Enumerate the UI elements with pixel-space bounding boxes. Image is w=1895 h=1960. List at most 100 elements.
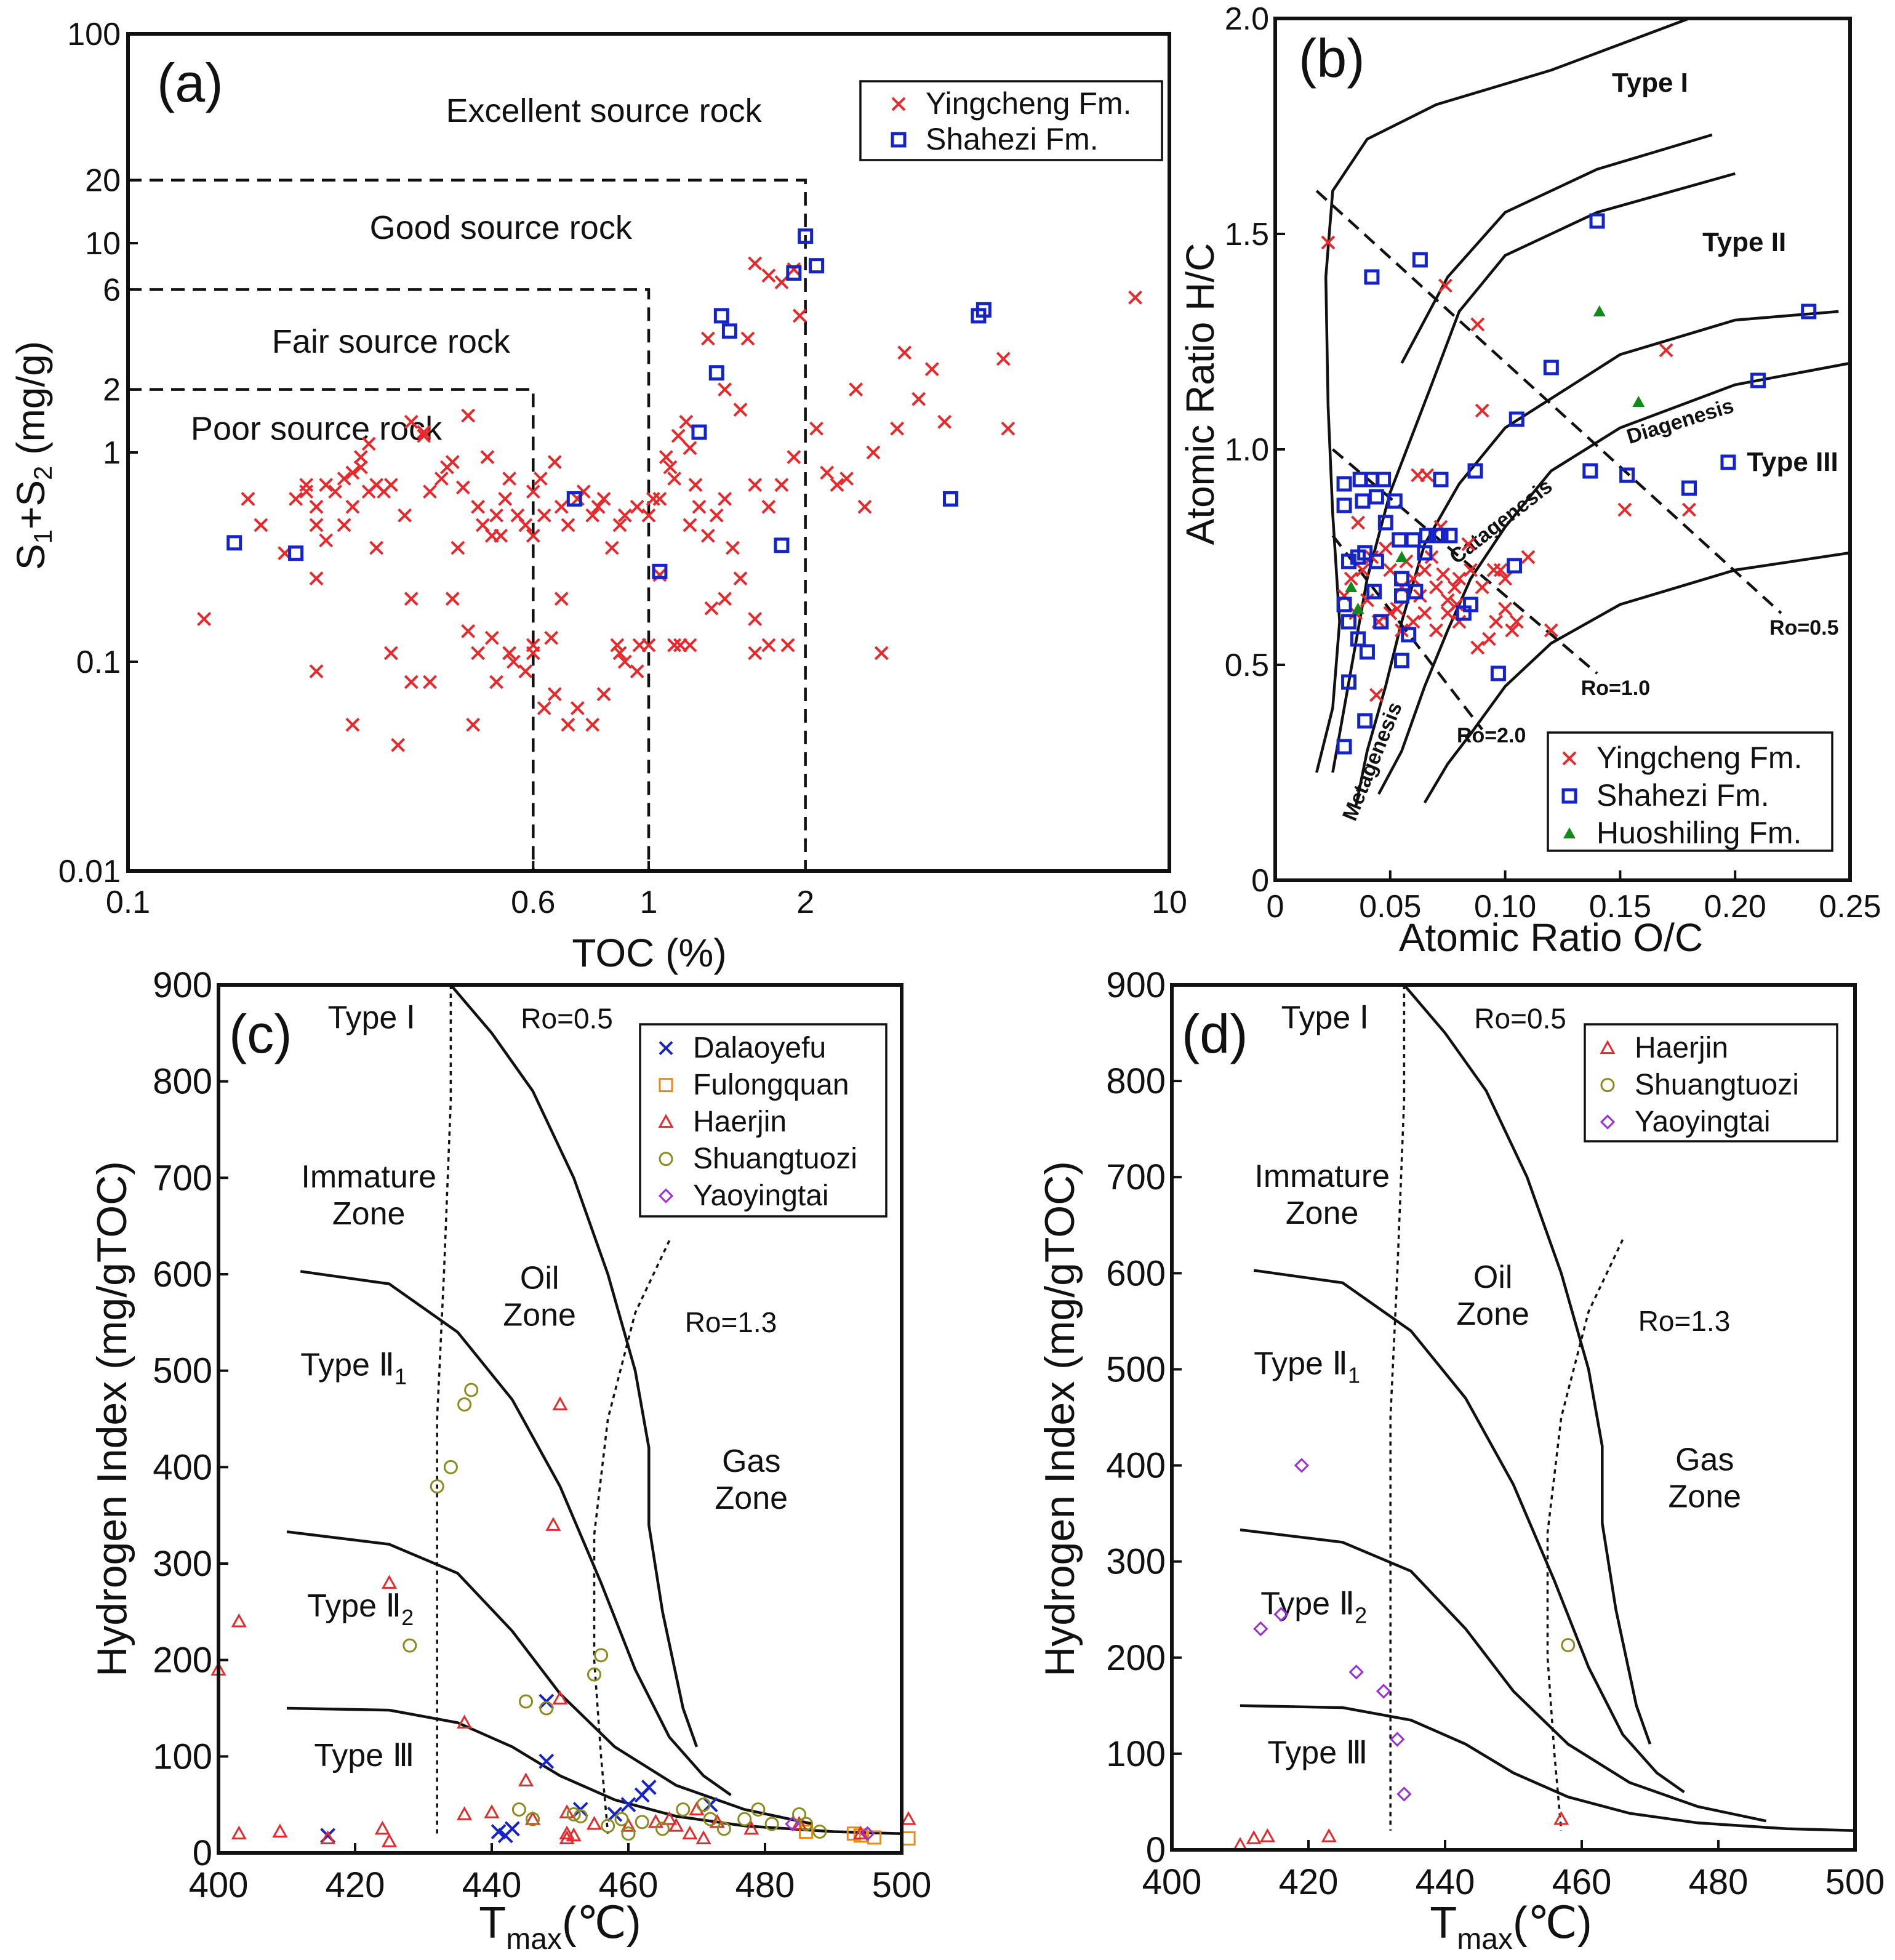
legend-label: Yaoyingtai [1635,1106,1771,1138]
data-point [676,1802,691,1817]
panel-a-legend-entries: Yingcheng Fm.Shahezi Fm. [891,86,1131,156]
data-point [761,638,776,653]
data-point-stroke [1461,537,1476,552]
data-point-stroke [1390,601,1404,616]
data-point [867,1830,882,1845]
data-point [820,465,835,480]
data-point-stroke [471,499,486,514]
panel-c-ticks: 400 420 440 460 480 500 0 100 200 300 400 500 600 700… [153,965,931,1905]
legend-marker-stroke [1562,751,1577,766]
x-tick-label: 440 [1416,1862,1475,1902]
x-tick-label: 0.1 [106,885,150,920]
data-point [573,1809,588,1823]
data-point-stroke [630,664,644,678]
data-point [890,421,905,436]
data-point [561,717,575,732]
data-point-stroke [663,460,678,475]
type-label: Type Ⅱ1 [1254,1346,1360,1388]
x-tick-label: 500 [872,1865,932,1905]
data-point [647,1813,663,1828]
x-tick-label: 2 [796,885,814,920]
data-point-stroke [617,508,632,523]
data-point-stroke [533,472,548,486]
data-point-stroke [1498,571,1513,586]
data-point [518,664,533,678]
data-point [748,256,763,271]
data-point [404,592,419,606]
panel-b-frame [1273,17,1852,882]
data-point [1429,623,1443,638]
region-label: Ro=1.0 [1581,677,1650,700]
data-point [1357,713,1373,729]
data-point-stroke [423,675,437,689]
ro-boundary-line [436,985,452,1834]
data-point [630,664,644,678]
legend-marker-stroke [891,97,906,111]
data-point [289,492,303,506]
data-point-stroke [607,1806,623,1822]
panel-a-legend [859,80,1163,161]
data-point [1377,515,1393,531]
data-point [518,518,533,532]
data-point [1543,359,1559,376]
data-point-stroke [700,528,715,543]
data-point [461,624,476,638]
data-point [585,508,600,523]
data-point-stroke [547,687,562,702]
zone-label: Zone [503,1298,576,1333]
y-tick-label: 1.5 [1225,217,1269,252]
data-point [337,472,351,486]
data-point [353,450,368,464]
panel-c-points [210,1383,916,1847]
data-point [1801,303,1817,319]
panel-c-x-axis-title: Tmax(℃) [479,1898,641,1956]
data-point-stroke [1447,580,1462,595]
y-tick-label: 20 [85,163,121,199]
y-tick-label: 10 [85,226,121,262]
y-tick-label: 1 [103,435,121,471]
data-point [1720,454,1736,470]
data-point-stroke [839,472,854,486]
data-point-stroke [539,1753,555,1769]
panel-a-points [197,228,1142,752]
data-point [494,528,508,543]
type-label: Type Ⅰ [328,1000,416,1036]
data-point [272,1823,288,1838]
data-point [785,1816,800,1832]
data-point [1561,1637,1576,1652]
data-point-stroke [748,646,763,661]
data-point [533,472,548,486]
data-point [1396,1786,1412,1802]
data-point [1507,558,1523,574]
data-point-stroke [1475,580,1489,595]
data-point [721,323,737,339]
legend-label: Yingcheng Fm. [926,86,1131,121]
zone-label: Gas [1675,1442,1734,1477]
data-point [547,687,562,702]
data-point [1001,421,1016,436]
data-point-stroke [417,428,431,443]
data-point-stroke [319,533,334,548]
data-point [688,478,703,492]
data-point [1368,553,1384,569]
data-point [652,563,668,579]
data-point-stroke [1475,403,1489,418]
data-point-stroke [659,450,673,464]
data-point-stroke [369,478,384,492]
data-point [1498,601,1513,616]
zone-label: Zone [1669,1479,1742,1514]
panel-a-y-axis-title: S1+S2 (mg/g) [9,341,57,570]
hi-type-curve [1403,984,1652,1745]
data-point [299,478,314,492]
zone-label: Good source rock [370,209,633,246]
data-point-stroke [1433,520,1448,534]
data-point-stroke [596,687,611,702]
y-tick-label: 600 [153,1255,212,1295]
data-point-stroke [1489,614,1504,629]
data-point [1436,567,1451,582]
panel-a-guides [128,179,807,871]
type-label-subscript: 1 [395,1364,407,1389]
data-point-stroke [897,345,912,360]
data-point [1341,553,1357,569]
legend-label: Shuangtuozi [1635,1069,1799,1101]
